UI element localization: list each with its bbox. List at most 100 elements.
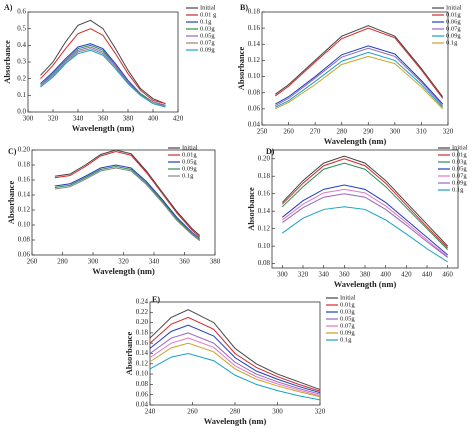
y-tick-label: 0.14 xyxy=(258,207,271,215)
legend-label: 0.1g xyxy=(446,39,458,46)
series-line xyxy=(54,167,201,242)
panel-label: B) xyxy=(240,3,248,12)
series-line xyxy=(281,155,449,247)
series-line xyxy=(54,150,201,238)
series-line xyxy=(54,164,201,239)
x-tick-label: 280 xyxy=(230,408,241,416)
x-tick-label: 290 xyxy=(363,128,374,136)
legend-label: 0.09g xyxy=(182,165,197,172)
x-tick-label: 300 xyxy=(88,258,99,266)
y-tick-label: 0.04 xyxy=(136,401,149,409)
x-tick-label: 380 xyxy=(123,115,134,123)
legend-label: 0.07g xyxy=(340,322,355,329)
legend-label: 0.1g xyxy=(340,336,352,343)
legend-label: 0.05g xyxy=(200,32,215,39)
y-tick-label: 0.08 xyxy=(248,88,261,96)
legend-label: 0.07g xyxy=(446,25,461,32)
x-tick-label: 420 xyxy=(401,271,412,279)
legend-label: 0.03g xyxy=(200,25,215,32)
y-tick-label: 0.16 xyxy=(136,339,149,347)
x-tick-label: 360 xyxy=(98,115,109,123)
series-line xyxy=(40,49,166,108)
legend-label: 0.05g xyxy=(340,315,355,322)
legend-label: 0.01g xyxy=(340,301,355,308)
legend-label: 0.1g xyxy=(182,172,194,179)
series-line xyxy=(149,342,321,398)
x-tick-label: 460 xyxy=(442,271,453,279)
y-tick-label: 0.14 xyxy=(136,349,149,357)
legend-label: 0.07g xyxy=(452,172,467,179)
x-tick-label: 340 xyxy=(149,258,160,266)
y-axis-title: Absorbance xyxy=(246,187,256,231)
y-axis-title: Absorbance xyxy=(124,332,134,376)
x-tick-label: 400 xyxy=(380,271,391,279)
series-line xyxy=(149,352,321,401)
panel-label: A) xyxy=(4,3,13,12)
series-line xyxy=(274,27,444,99)
legend-label: 0.1g xyxy=(200,18,212,25)
series-line xyxy=(281,162,449,250)
x-tick-label: 380 xyxy=(210,258,221,266)
x-tick-label: 320 xyxy=(298,271,309,279)
plot-frame xyxy=(261,11,449,126)
legend-label: Initial xyxy=(182,144,198,151)
x-tick-label: 300 xyxy=(277,271,288,279)
series-line xyxy=(274,25,444,98)
series-line xyxy=(149,316,321,392)
legend-label: 0.03g xyxy=(452,158,467,165)
y-tick-label: 0.16 xyxy=(248,24,261,32)
series-line xyxy=(149,309,321,391)
legend-label: 0.01g xyxy=(446,11,461,18)
legend-label: 0.06g xyxy=(446,18,461,25)
legend-label: 0.09g xyxy=(200,46,215,53)
legend-label: Initial xyxy=(452,144,468,151)
legend-label: Initial xyxy=(200,4,216,11)
y-tick-label: 0.18 xyxy=(136,329,149,337)
y-tick-label: 0.08 xyxy=(136,380,149,388)
x-tick-label: 280 xyxy=(336,128,347,136)
y-tick-label: 0.18 xyxy=(18,161,31,169)
y-tick-label: 0.24 xyxy=(136,298,149,306)
series-line xyxy=(282,188,448,258)
legend-label: Initial xyxy=(340,294,356,301)
x-tick-label: 440 xyxy=(422,271,433,279)
x-axis-title: Wavelength (nm) xyxy=(204,416,267,426)
x-tick-label: 320 xyxy=(315,408,326,416)
y-tick-label: 0.10 xyxy=(18,221,31,229)
x-tick-label: 310 xyxy=(416,128,427,136)
y-tick-label: 0.12 xyxy=(136,359,149,367)
series-line xyxy=(40,28,166,105)
series-line xyxy=(275,51,444,108)
y-tick-label: 0.20 xyxy=(258,154,271,162)
y-tick-label: 0.20 xyxy=(18,146,31,154)
x-tick-label: 300 xyxy=(23,115,34,123)
legend-label: 0.05g xyxy=(452,165,467,172)
series-line xyxy=(149,337,321,397)
y-tick-label: 0.5 xyxy=(17,24,26,32)
x-axis-title: Wavelength (nm) xyxy=(92,266,155,276)
legend-label: 0.1g xyxy=(452,186,464,193)
x-tick-label: 340 xyxy=(318,271,329,279)
x-tick-label: 340 xyxy=(73,115,84,123)
panel-label: D) xyxy=(266,147,275,156)
legend-label: 0.03g xyxy=(340,308,355,315)
series-line xyxy=(281,158,449,249)
series-line xyxy=(282,193,448,258)
panel-label: C) xyxy=(8,147,17,156)
y-tick-label: 0.06 xyxy=(136,390,149,398)
y-axis-title: Absorbance xyxy=(2,40,12,84)
y-tick-label: 0.2 xyxy=(17,74,26,82)
legend-label: 0.09g xyxy=(340,329,355,336)
x-tick-label: 300 xyxy=(390,128,401,136)
series-line xyxy=(54,165,201,241)
y-tick-label: 0.4 xyxy=(17,41,26,49)
y-tick-label: 0.10 xyxy=(248,72,261,80)
x-tick-label: 360 xyxy=(339,271,350,279)
series-line xyxy=(149,332,321,395)
y-tick-label: 0.3 xyxy=(17,58,26,66)
series-line xyxy=(275,55,444,110)
x-axis-title: Wavelength (nm) xyxy=(72,123,135,133)
legend-label: Initial xyxy=(446,4,462,11)
x-axis-title: Wavelength (nm) xyxy=(324,136,387,146)
y-tick-label: 0.10 xyxy=(258,242,271,250)
